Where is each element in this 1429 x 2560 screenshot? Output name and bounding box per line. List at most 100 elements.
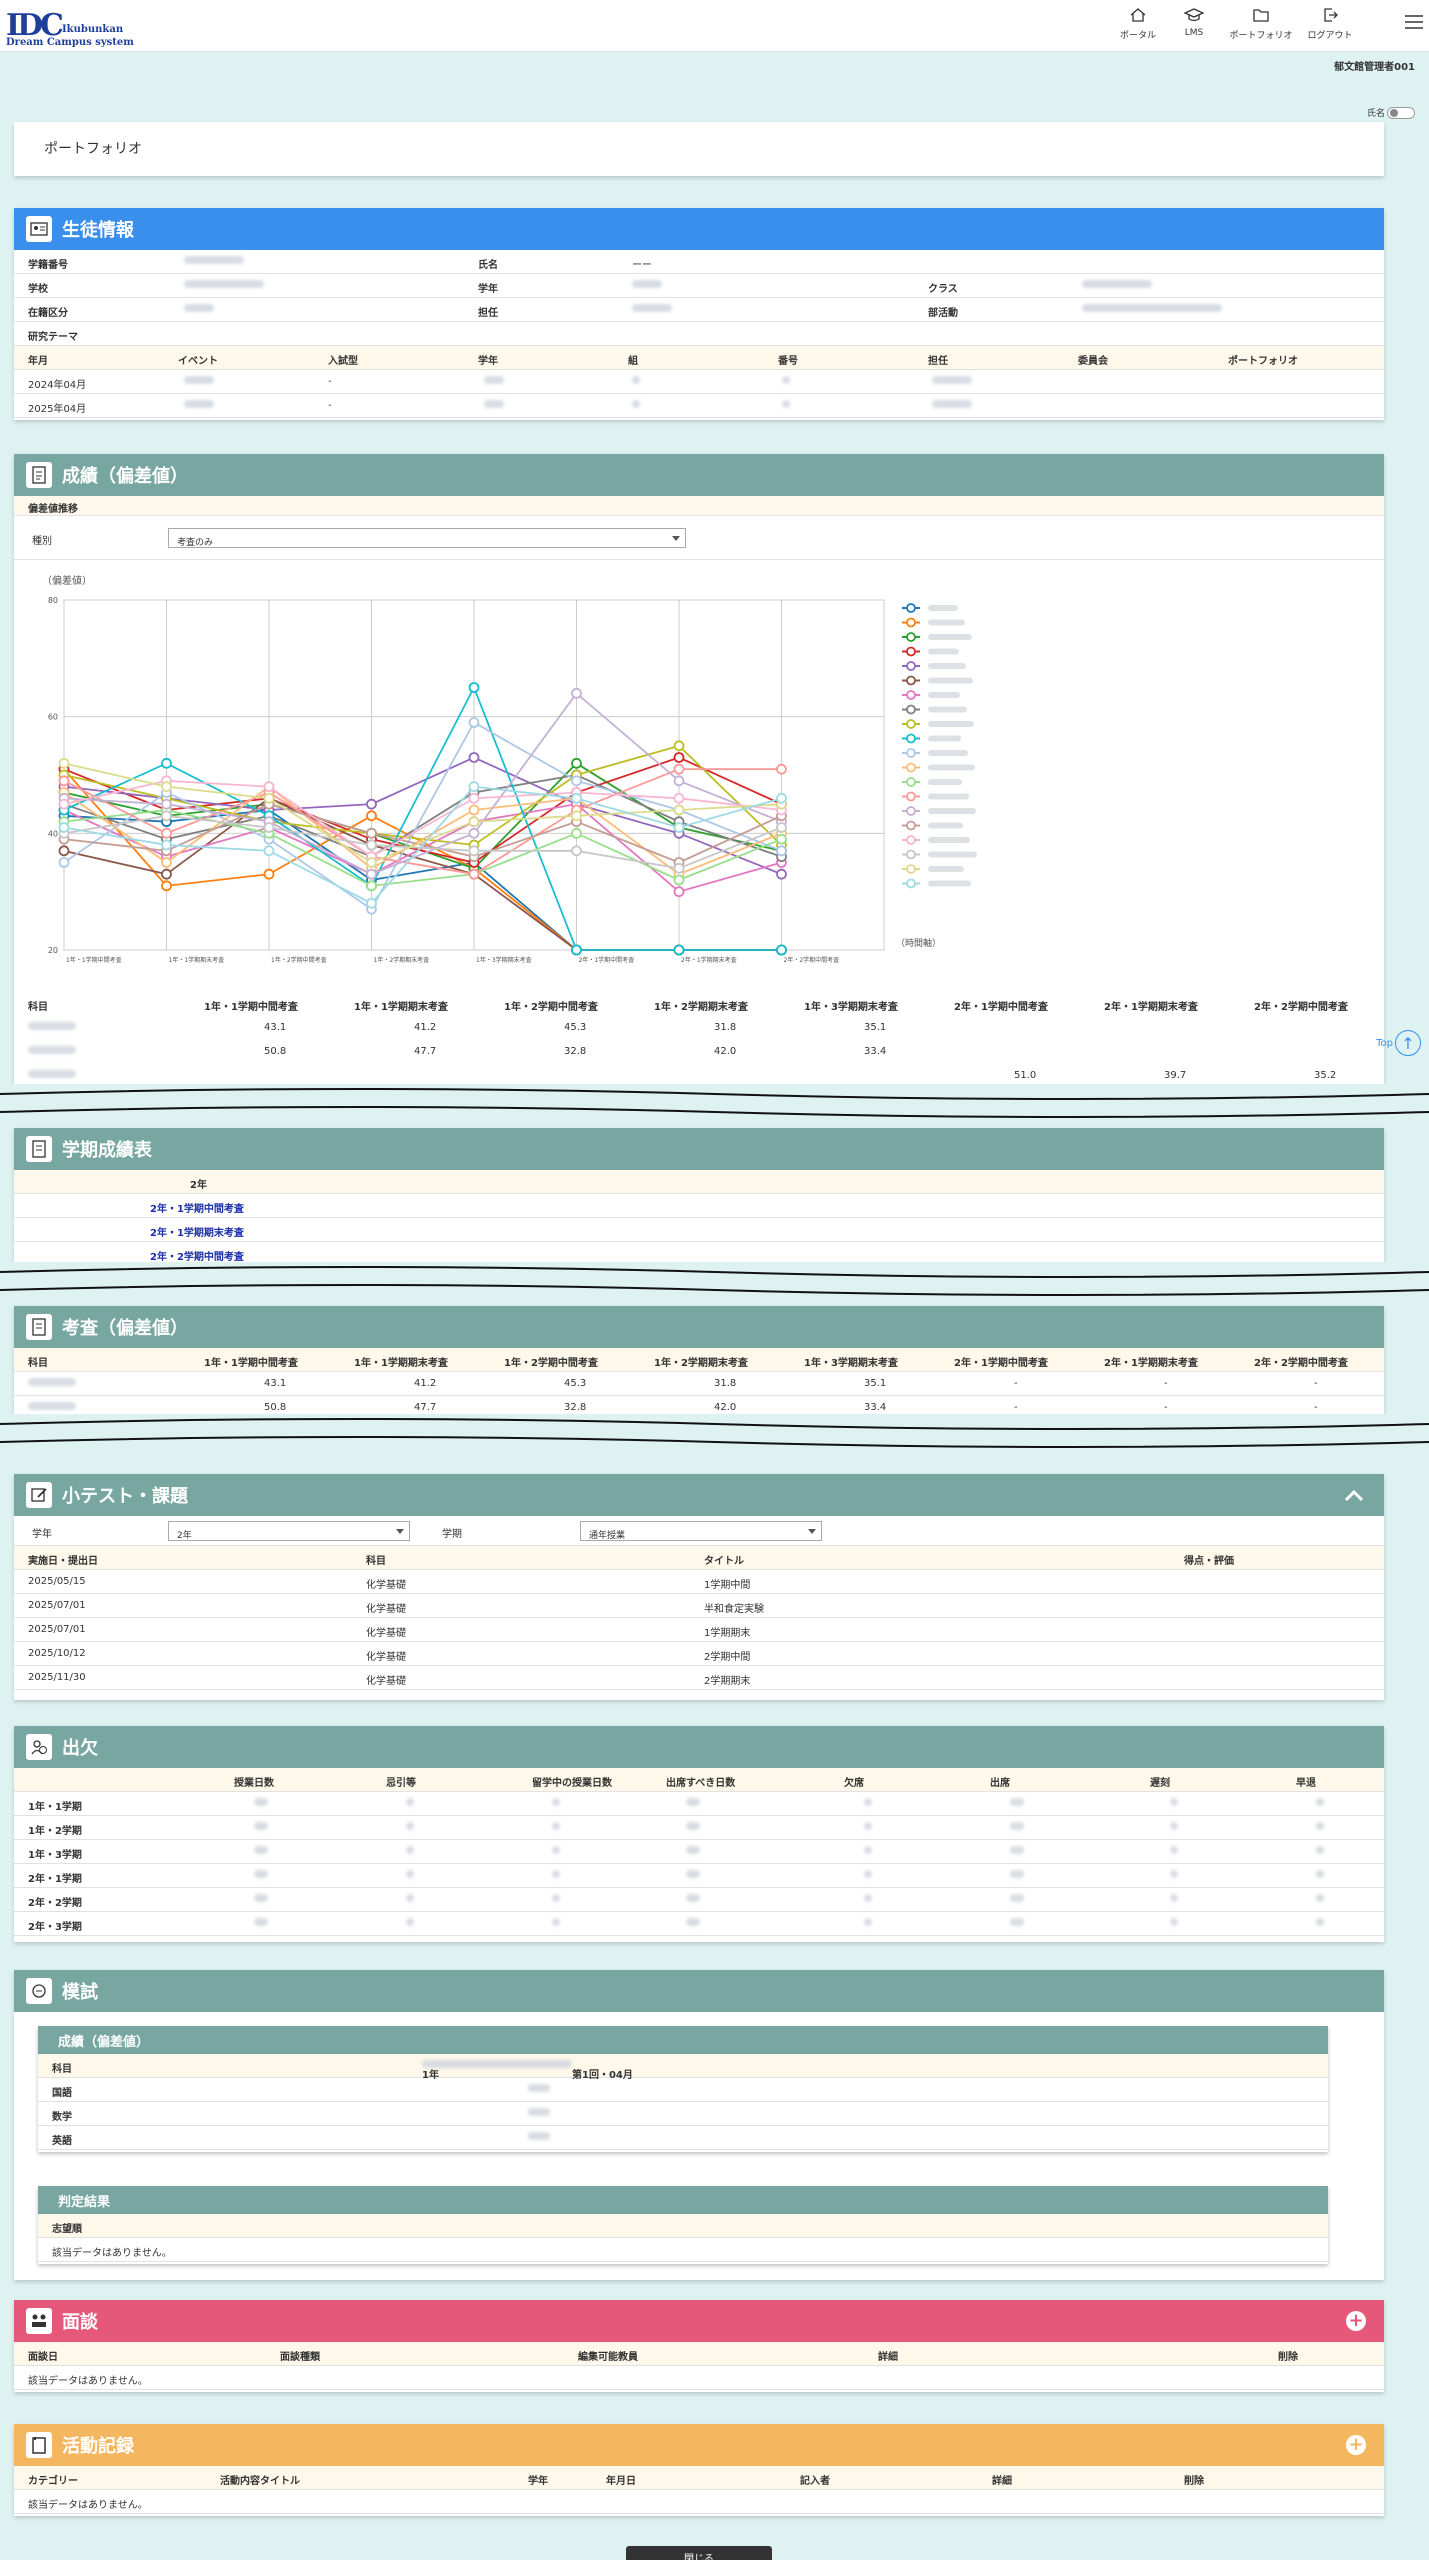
data-point bbox=[161, 868, 172, 880]
column-header: 1年・2学期期末考査 bbox=[654, 1002, 748, 1013]
logo[interactable]: IDC bbox=[6, 8, 64, 43]
legend-label-redacted bbox=[928, 793, 969, 800]
column-header: 2年・2学期中間考査 bbox=[1254, 1358, 1348, 1369]
section-break bbox=[0, 1084, 1429, 1124]
quiz-grade-select[interactable]: 2年 bbox=[168, 1521, 410, 1541]
quiz-cell: 2025/05/15 bbox=[28, 1576, 86, 1587]
legend-marker bbox=[906, 864, 916, 874]
data-point bbox=[776, 944, 787, 956]
legend-label-redacted bbox=[928, 866, 964, 872]
term-link[interactable]: 2年・1学期期末考査 bbox=[150, 1228, 244, 1239]
legend-marker bbox=[906, 603, 916, 613]
table-row: 2年・3学期 bbox=[14, 1912, 1384, 1936]
column-header: 2年・1学期期末考査 bbox=[1104, 1358, 1198, 1369]
add-interview-button[interactable]: + bbox=[1346, 2311, 1366, 2331]
logout-icon bbox=[1324, 8, 1338, 22]
add-activity-button[interactable]: + bbox=[1346, 2435, 1366, 2455]
table-row: 2025/07/01 化学基礎 1学期期末 bbox=[14, 1618, 1384, 1642]
table-row: 2025/07/01 化学基礎 半和食定実験 bbox=[14, 1594, 1384, 1618]
score-cell: 32.8 bbox=[564, 1046, 587, 1057]
column-header: 1年・1学期期末考査 bbox=[354, 1358, 448, 1369]
series-line bbox=[63, 814, 782, 870]
nav-portal[interactable]: ポータル bbox=[1118, 6, 1158, 41]
legend-label-redacted bbox=[928, 648, 959, 655]
data-point bbox=[468, 792, 480, 804]
exam-card: 考査（偏差値） 科目 1年・1学期中間考査 1年・1学期期末考査 1年・2学期中間考査… bbox=[14, 1306, 1384, 1422]
legend-label-redacted bbox=[928, 605, 958, 611]
quiz-cell: 半和食定実験 bbox=[704, 1604, 764, 1615]
score-cell: 50.8 bbox=[264, 1402, 287, 1413]
data-point bbox=[263, 868, 275, 880]
data-point bbox=[263, 845, 275, 857]
nav-lms[interactable]: LMS bbox=[1176, 6, 1212, 38]
data-point bbox=[673, 775, 685, 787]
score-cell: 31.8 bbox=[714, 1022, 737, 1033]
hamburger-menu-icon[interactable] bbox=[1404, 14, 1424, 30]
x-tick-label: 1年・3学期期末考査 bbox=[476, 956, 532, 964]
report-icon bbox=[26, 462, 52, 488]
score-cell: 42.0 bbox=[714, 1046, 737, 1057]
score-cell: 31.8 bbox=[714, 1378, 737, 1389]
term-link[interactable]: 2年・2学期中間考査 bbox=[150, 1252, 244, 1263]
score-cell: 43.1 bbox=[264, 1378, 287, 1389]
report-icon bbox=[26, 1314, 52, 1340]
data-point bbox=[468, 845, 480, 857]
quiz-cell: 化学基礎 bbox=[366, 1628, 406, 1639]
nav-logout[interactable]: ログアウト bbox=[1304, 6, 1356, 41]
column-header: 遅刻 bbox=[1150, 1778, 1170, 1789]
x-tick-label: 1年・2学期中間考査 bbox=[271, 956, 327, 964]
data-point bbox=[468, 816, 480, 828]
score-cell: 45.3 bbox=[564, 1378, 587, 1389]
column-header: 出席 bbox=[990, 1778, 1010, 1789]
scroll-top-button[interactable]: Top ↑ bbox=[1376, 1030, 1421, 1056]
legend-label-redacted bbox=[928, 692, 960, 698]
folder-icon bbox=[1253, 9, 1269, 22]
score-cell: 35.2 bbox=[1314, 1070, 1337, 1081]
student-info-card: 生徒情報 学籍番号 氏名 ーー 学校 学年 クラス 在籍区分 担任 部活動 研究テーマ 年月… bbox=[14, 208, 1384, 420]
score-cell: 41.2 bbox=[414, 1378, 437, 1389]
data-point bbox=[366, 897, 377, 909]
logo-subtitle: Ikubunkan bbox=[62, 24, 124, 35]
series-line bbox=[63, 774, 782, 858]
data-point bbox=[161, 781, 172, 793]
term-grades-card: 学期成績表 2年 2年・1学期中間考査 2年・1学期期末考査 2年・2学期中間考… bbox=[14, 1128, 1384, 1272]
collapse-chevron-icon[interactable] bbox=[1344, 1488, 1364, 1502]
column-header: 1年・3学期期末考査 bbox=[804, 1358, 898, 1369]
column-header: 忌引等 bbox=[386, 1778, 416, 1789]
data-point bbox=[161, 857, 172, 868]
series-line bbox=[63, 762, 782, 864]
score-cell: - bbox=[1014, 1378, 1018, 1389]
legend-label-redacted bbox=[928, 750, 968, 756]
legend-marker bbox=[906, 617, 916, 628]
name-toggle-switch[interactable] bbox=[1387, 107, 1415, 119]
data-point bbox=[366, 839, 377, 851]
edit-icon bbox=[26, 1482, 52, 1508]
graduation-cap-icon bbox=[1184, 8, 1204, 22]
data-point bbox=[366, 798, 377, 810]
data-point bbox=[571, 827, 582, 839]
nav-portfolio[interactable]: ポートフォリオ bbox=[1228, 6, 1294, 41]
column-header: 2年・1学期中間考査 bbox=[954, 1358, 1048, 1369]
data-point bbox=[58, 798, 70, 810]
quiz-term-select[interactable]: 通年授業 bbox=[580, 1521, 822, 1541]
data-point bbox=[673, 886, 685, 898]
data-point bbox=[673, 763, 685, 775]
close-button[interactable]: 閉じる bbox=[626, 2546, 772, 2560]
arrow-up-icon: ↑ bbox=[1395, 1030, 1421, 1056]
series-line bbox=[63, 809, 782, 887]
term-link[interactable]: 2年・1学期中間考査 bbox=[150, 1204, 244, 1215]
kind-select[interactable]: 考査のみ bbox=[168, 528, 686, 548]
top-bar: IDC Ikubunkan Dream Campus system ポータル L… bbox=[0, 0, 1429, 52]
y-tick-label: 20 bbox=[48, 946, 58, 955]
quiz-cell: 2025/07/01 bbox=[28, 1624, 86, 1635]
x-tick-label: 1年・2学期期末考査 bbox=[374, 956, 430, 964]
id-card-icon bbox=[26, 216, 52, 242]
user-name: 郁文館管理者001 bbox=[1334, 62, 1415, 73]
table-row: 2025/10/12 化学基礎 2学期中間 bbox=[14, 1642, 1384, 1666]
legend-marker bbox=[906, 704, 916, 715]
data-point bbox=[776, 822, 787, 833]
column-header: 2年・1学期中間考査 bbox=[954, 1002, 1048, 1013]
data-point bbox=[673, 804, 685, 816]
data-point bbox=[468, 717, 480, 728]
data-point bbox=[673, 874, 685, 886]
